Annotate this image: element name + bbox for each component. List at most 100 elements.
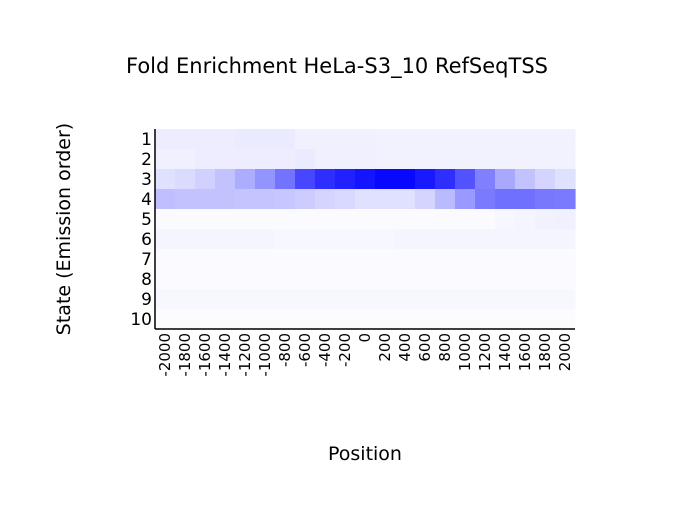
heatmap-cell [315, 229, 336, 250]
heatmap-cell [215, 169, 236, 190]
heatmap-cell [435, 309, 456, 330]
heatmap-cell [415, 289, 436, 310]
heatmap-cell [235, 149, 256, 170]
heatmap-cell [215, 309, 236, 330]
heatmap-cell [455, 309, 476, 330]
heatmap-cell [175, 149, 196, 170]
heatmap-cell [395, 189, 416, 210]
heatmap-cell [295, 169, 316, 190]
heatmap-cell [435, 169, 456, 190]
x-tick-label: 800 [436, 333, 454, 362]
heatmap-cell [175, 269, 196, 290]
x-tick-label: -1400 [216, 333, 234, 377]
heatmap-cell [455, 149, 476, 170]
heatmap-cell [535, 169, 556, 190]
heatmap-cell [355, 229, 376, 250]
heatmap-cell [555, 209, 576, 230]
heatmap-cell [335, 309, 356, 330]
heatmap-cell [295, 249, 316, 270]
heatmap-cell [255, 209, 276, 230]
heatmap-cell [455, 209, 476, 230]
heatmap-cell [535, 309, 556, 330]
x-tick-label: -800 [276, 333, 294, 367]
y-tick-label: 10 [130, 310, 152, 330]
heatmap-cell [335, 169, 356, 190]
heatmap-cell [435, 189, 456, 210]
y-tick-label: 4 [141, 190, 152, 210]
heatmap-cell [295, 309, 316, 330]
x-tick-label: 0 [356, 333, 374, 343]
heatmap-cell [155, 269, 176, 290]
heatmap-cell [515, 289, 536, 310]
heatmap-cell [315, 189, 336, 210]
heatmap-cell [395, 249, 416, 270]
heatmap-cell [495, 129, 516, 150]
heatmap-cell [515, 169, 536, 190]
heatmap-cell [155, 209, 176, 230]
heatmap-cell [555, 249, 576, 270]
heatmap-cell [375, 229, 396, 250]
heatmap-cell [235, 229, 256, 250]
heatmap-cell [195, 169, 216, 190]
heatmap-cell [255, 129, 276, 150]
heatmap-cell [395, 209, 416, 230]
heatmap-cell [555, 229, 576, 250]
heatmap-cell [475, 209, 496, 230]
heatmap-cell [535, 289, 556, 310]
heatmap-cell [375, 149, 396, 170]
heatmap-cell [315, 289, 336, 310]
x-tick-labels: -2000 -1800 -1600 -1400 -1200 -1000 -800 -600 -4… [156, 333, 574, 377]
heatmap-cell [355, 129, 376, 150]
heatmap-cell [375, 209, 396, 230]
heatmap-cell [195, 269, 216, 290]
heatmap-cell [215, 189, 236, 210]
heatmap-cell [435, 229, 456, 250]
heatmap-cell [195, 129, 216, 150]
heatmap-cell [515, 209, 536, 230]
heatmap-cell [255, 249, 276, 270]
heatmap-cell [555, 129, 576, 150]
heatmap-cell [155, 189, 176, 210]
heatmap-cell [435, 149, 456, 170]
heatmap-cell [195, 249, 216, 270]
heatmap-cell [415, 249, 436, 270]
y-tick-label: 7 [141, 250, 152, 270]
heatmap-cell [475, 249, 496, 270]
heatmap-cell [435, 209, 456, 230]
heatmap-cell [335, 269, 356, 290]
heatmap-cell [295, 149, 316, 170]
heatmap-cell [195, 149, 216, 170]
heatmap-cell [435, 249, 456, 270]
heatmap-cell [475, 269, 496, 290]
heatmap-cell [275, 149, 296, 170]
heatmap-cell [455, 269, 476, 290]
heatmap-cell [435, 129, 456, 150]
heatmap-cell [535, 229, 556, 250]
heatmap-cell [415, 129, 436, 150]
x-tick-label: 200 [376, 333, 394, 362]
heatmap-cell [195, 309, 216, 330]
x-tick-label: 1000 [456, 333, 474, 371]
heatmap-cell [555, 309, 576, 330]
heatmap-cell [315, 249, 336, 270]
heatmap-cell [355, 289, 376, 310]
heatmap-cell [495, 209, 516, 230]
heatmap-cell [215, 149, 236, 170]
heatmap-cell [355, 309, 376, 330]
heatmap-cell [375, 129, 396, 150]
heatmap-cell [255, 169, 276, 190]
heatmap-cell [395, 149, 416, 170]
heatmap-cell [415, 149, 436, 170]
heatmap-cell [235, 249, 256, 270]
chart-title: Fold Enrichment HeLa-S3_10 RefSeqTSS [126, 54, 548, 79]
heatmap-cell [535, 209, 556, 230]
y-tick-label: 5 [141, 210, 152, 230]
heatmap-cell [235, 189, 256, 210]
heatmap-cell [215, 269, 236, 290]
x-tick-label: 600 [416, 333, 434, 362]
heatmap-cell [335, 209, 356, 230]
heatmap-cell [515, 149, 536, 170]
x-tick-label: 1800 [536, 333, 554, 371]
